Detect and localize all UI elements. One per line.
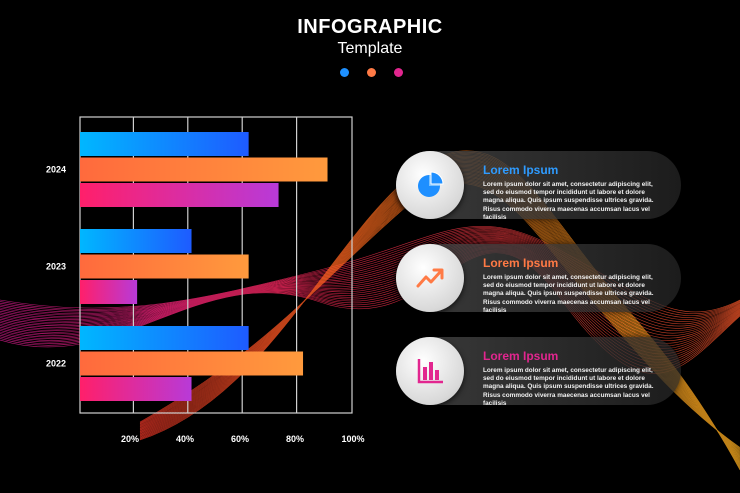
card-icon-circle [396, 244, 464, 312]
card-icon-circle [396, 151, 464, 219]
info-card-3: Lorem Ipsum Lorem ipsum dolor sit amet, … [396, 337, 681, 407]
bar-2024-series-2 [80, 157, 328, 182]
info-card-2: Lorem Ipsum Lorem ipsum dolor sit amet, … [396, 244, 681, 314]
x-tick-label: 60% [231, 434, 249, 444]
x-tick-label: 40% [176, 434, 194, 444]
bar-2024-series-1 [80, 132, 249, 156]
x-tick-label: 80% [286, 434, 304, 444]
page-title: INFOGRAPHIC [297, 16, 443, 38]
bar-2022-series-3 [80, 377, 192, 401]
bar-2022-series-1 [80, 326, 249, 350]
y-tick-label: 2022 [46, 359, 66, 369]
pie-chart-icon [418, 171, 444, 197]
bar-2022-series-2 [80, 351, 304, 376]
card-title: Lorem Ipsum [483, 256, 559, 270]
card-title: Lorem Ipsum [483, 163, 559, 177]
dot-orange [367, 68, 376, 77]
card-title: Lorem Ipsum [483, 349, 559, 363]
info-card-1: Lorem Ipsum Lorem ipsum dolor sit amet, … [396, 151, 681, 221]
dot-blue [340, 68, 349, 77]
y-tick-label: 2023 [46, 262, 66, 272]
card-text: Lorem ipsum dolor sit amet, consectetur … [483, 274, 654, 314]
bar-2023-series-2 [80, 254, 249, 279]
y-axis-labels: 2024 2023 2022 [46, 165, 66, 369]
x-tick-label: 100% [341, 434, 364, 444]
bar-2023-series-1 [80, 229, 192, 253]
bar-chart-icon [417, 359, 443, 384]
dot-pink [394, 68, 403, 77]
bar-2024-series-3 [80, 183, 279, 207]
x-tick-label: 20% [121, 434, 139, 444]
card-icon-circle [396, 337, 464, 405]
chart-bars [80, 132, 328, 401]
card-text: Lorem ipsum dolor sit amet, consectetur … [483, 181, 654, 221]
bar-2023-series-3 [80, 280, 138, 304]
page-subtitle: Template [337, 40, 403, 57]
y-tick-label: 2024 [46, 165, 66, 175]
trend-up-icon [416, 268, 444, 288]
color-dots [340, 68, 403, 77]
x-axis-labels: 20% 40% 60% 80% 100% [121, 434, 365, 444]
card-text: Lorem ipsum dolor sit amet, consectetur … [483, 367, 654, 407]
